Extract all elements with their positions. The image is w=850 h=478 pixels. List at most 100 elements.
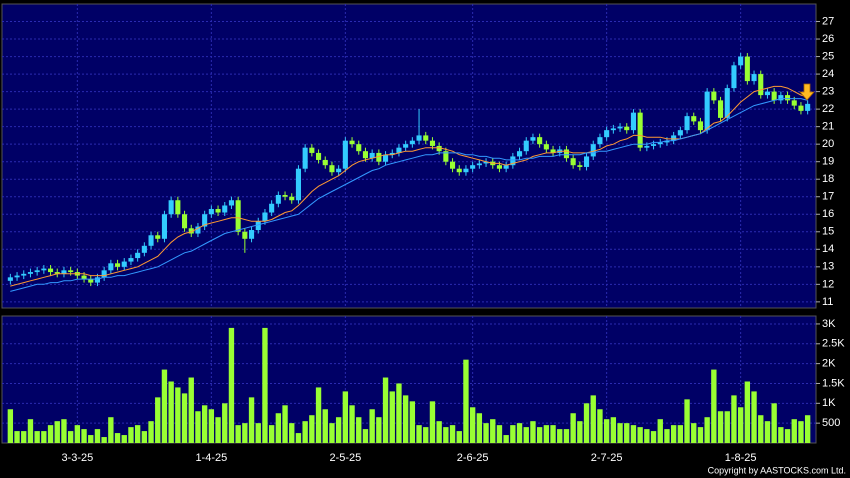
candle-body (68, 270, 74, 273)
candle-body (168, 200, 174, 215)
volume-bar (617, 423, 623, 443)
candle-body (704, 91, 710, 131)
volume-bar (88, 435, 94, 443)
volume-bar (804, 415, 811, 443)
candle-body (101, 270, 107, 278)
candle-body (651, 144, 657, 146)
volume-bar (543, 425, 550, 443)
candle-body (188, 228, 194, 234)
volume-bar (476, 413, 483, 443)
y-tick-label: 25 (822, 50, 834, 62)
candle-body (463, 168, 469, 173)
candle-body (617, 126, 623, 129)
candle-body (228, 200, 234, 206)
volume-bar (731, 395, 737, 443)
candle-body (54, 272, 60, 274)
moving-average (10, 98, 808, 292)
volume-bar (402, 395, 409, 443)
volume-bar (697, 427, 704, 443)
volume-bar (342, 391, 349, 443)
y-tick-label: 22 (822, 103, 834, 115)
candle-body (644, 145, 650, 148)
volume-bar (47, 425, 54, 443)
candle-body (496, 165, 502, 169)
volume-bar (503, 435, 509, 443)
candle-body (128, 258, 134, 262)
volume-bar (490, 419, 496, 443)
volume-bar (523, 427, 529, 443)
volume-bar (215, 417, 221, 443)
volume-bar (751, 391, 757, 443)
volume-bar (657, 419, 663, 443)
x-tick-label: 1-4-25 (195, 452, 227, 464)
volume-bar (443, 427, 449, 443)
candle-body (416, 135, 422, 141)
y-tick-label: 12 (822, 278, 834, 290)
candle-body (115, 263, 121, 267)
candle-body (403, 144, 409, 148)
candle-body (362, 151, 368, 159)
candle-body (61, 270, 67, 274)
candle-body (711, 91, 717, 101)
candle-body (450, 161, 456, 169)
candle-body (718, 100, 724, 118)
candle-body (182, 214, 188, 229)
candle-body (805, 103, 811, 111)
candle-body (443, 151, 449, 162)
candle-body (336, 168, 342, 173)
candle-body (295, 168, 301, 201)
candle-body (88, 279, 94, 283)
volume-bar (141, 431, 148, 443)
volume-bar (101, 437, 107, 443)
volume-bar (34, 431, 40, 443)
candle-body (161, 214, 167, 239)
volume-bar (798, 421, 804, 443)
candle-body (785, 95, 791, 101)
volume-bar (322, 409, 328, 443)
volume-bar (684, 399, 690, 443)
x-tick-label: 2-7-25 (591, 452, 623, 464)
volume-tick-label: 3K (822, 318, 836, 330)
candle-body (590, 144, 596, 157)
candle-body (235, 200, 241, 232)
candle-body (148, 235, 154, 246)
volume-bar (289, 423, 295, 443)
volume-bar (128, 427, 134, 443)
volume-bar (201, 405, 208, 443)
y-tick-label: 23 (822, 86, 834, 98)
moving-average (10, 85, 808, 287)
volume-bar (335, 417, 342, 443)
candle-body (604, 130, 610, 138)
volume-bar (409, 401, 416, 443)
volume-bar (148, 421, 154, 443)
candle-body (517, 151, 523, 157)
candle-body (724, 88, 730, 118)
candle-body (396, 147, 402, 153)
volume-bar (530, 421, 536, 443)
volume-bar (778, 427, 784, 443)
volume-bar (155, 397, 161, 443)
candle-body (684, 116, 690, 131)
volume-bar (664, 429, 670, 443)
candle-body (731, 65, 737, 89)
candle-body (376, 152, 382, 162)
volume-bar (423, 427, 429, 443)
candle-body (771, 91, 777, 101)
candle-body (597, 137, 603, 145)
candle-body (691, 116, 697, 122)
marks: 11 12 13 14 15 16 17 18 19 20 21 22 23 24 25 26 27 500 1K 1… (2, 4, 845, 464)
volume-bar (717, 411, 724, 443)
candle-body (476, 163, 482, 166)
candle-body (208, 209, 214, 215)
volume-bar (570, 413, 576, 443)
candle-body (383, 154, 389, 162)
x-tick-label: 1-8-25 (725, 452, 757, 464)
candle-body (456, 168, 462, 173)
volume-bar (577, 421, 583, 443)
volume-bar (630, 425, 637, 443)
candle-body (369, 152, 375, 159)
volume-bar (691, 423, 697, 443)
candle-body (108, 263, 114, 271)
volume-bar (590, 395, 596, 443)
